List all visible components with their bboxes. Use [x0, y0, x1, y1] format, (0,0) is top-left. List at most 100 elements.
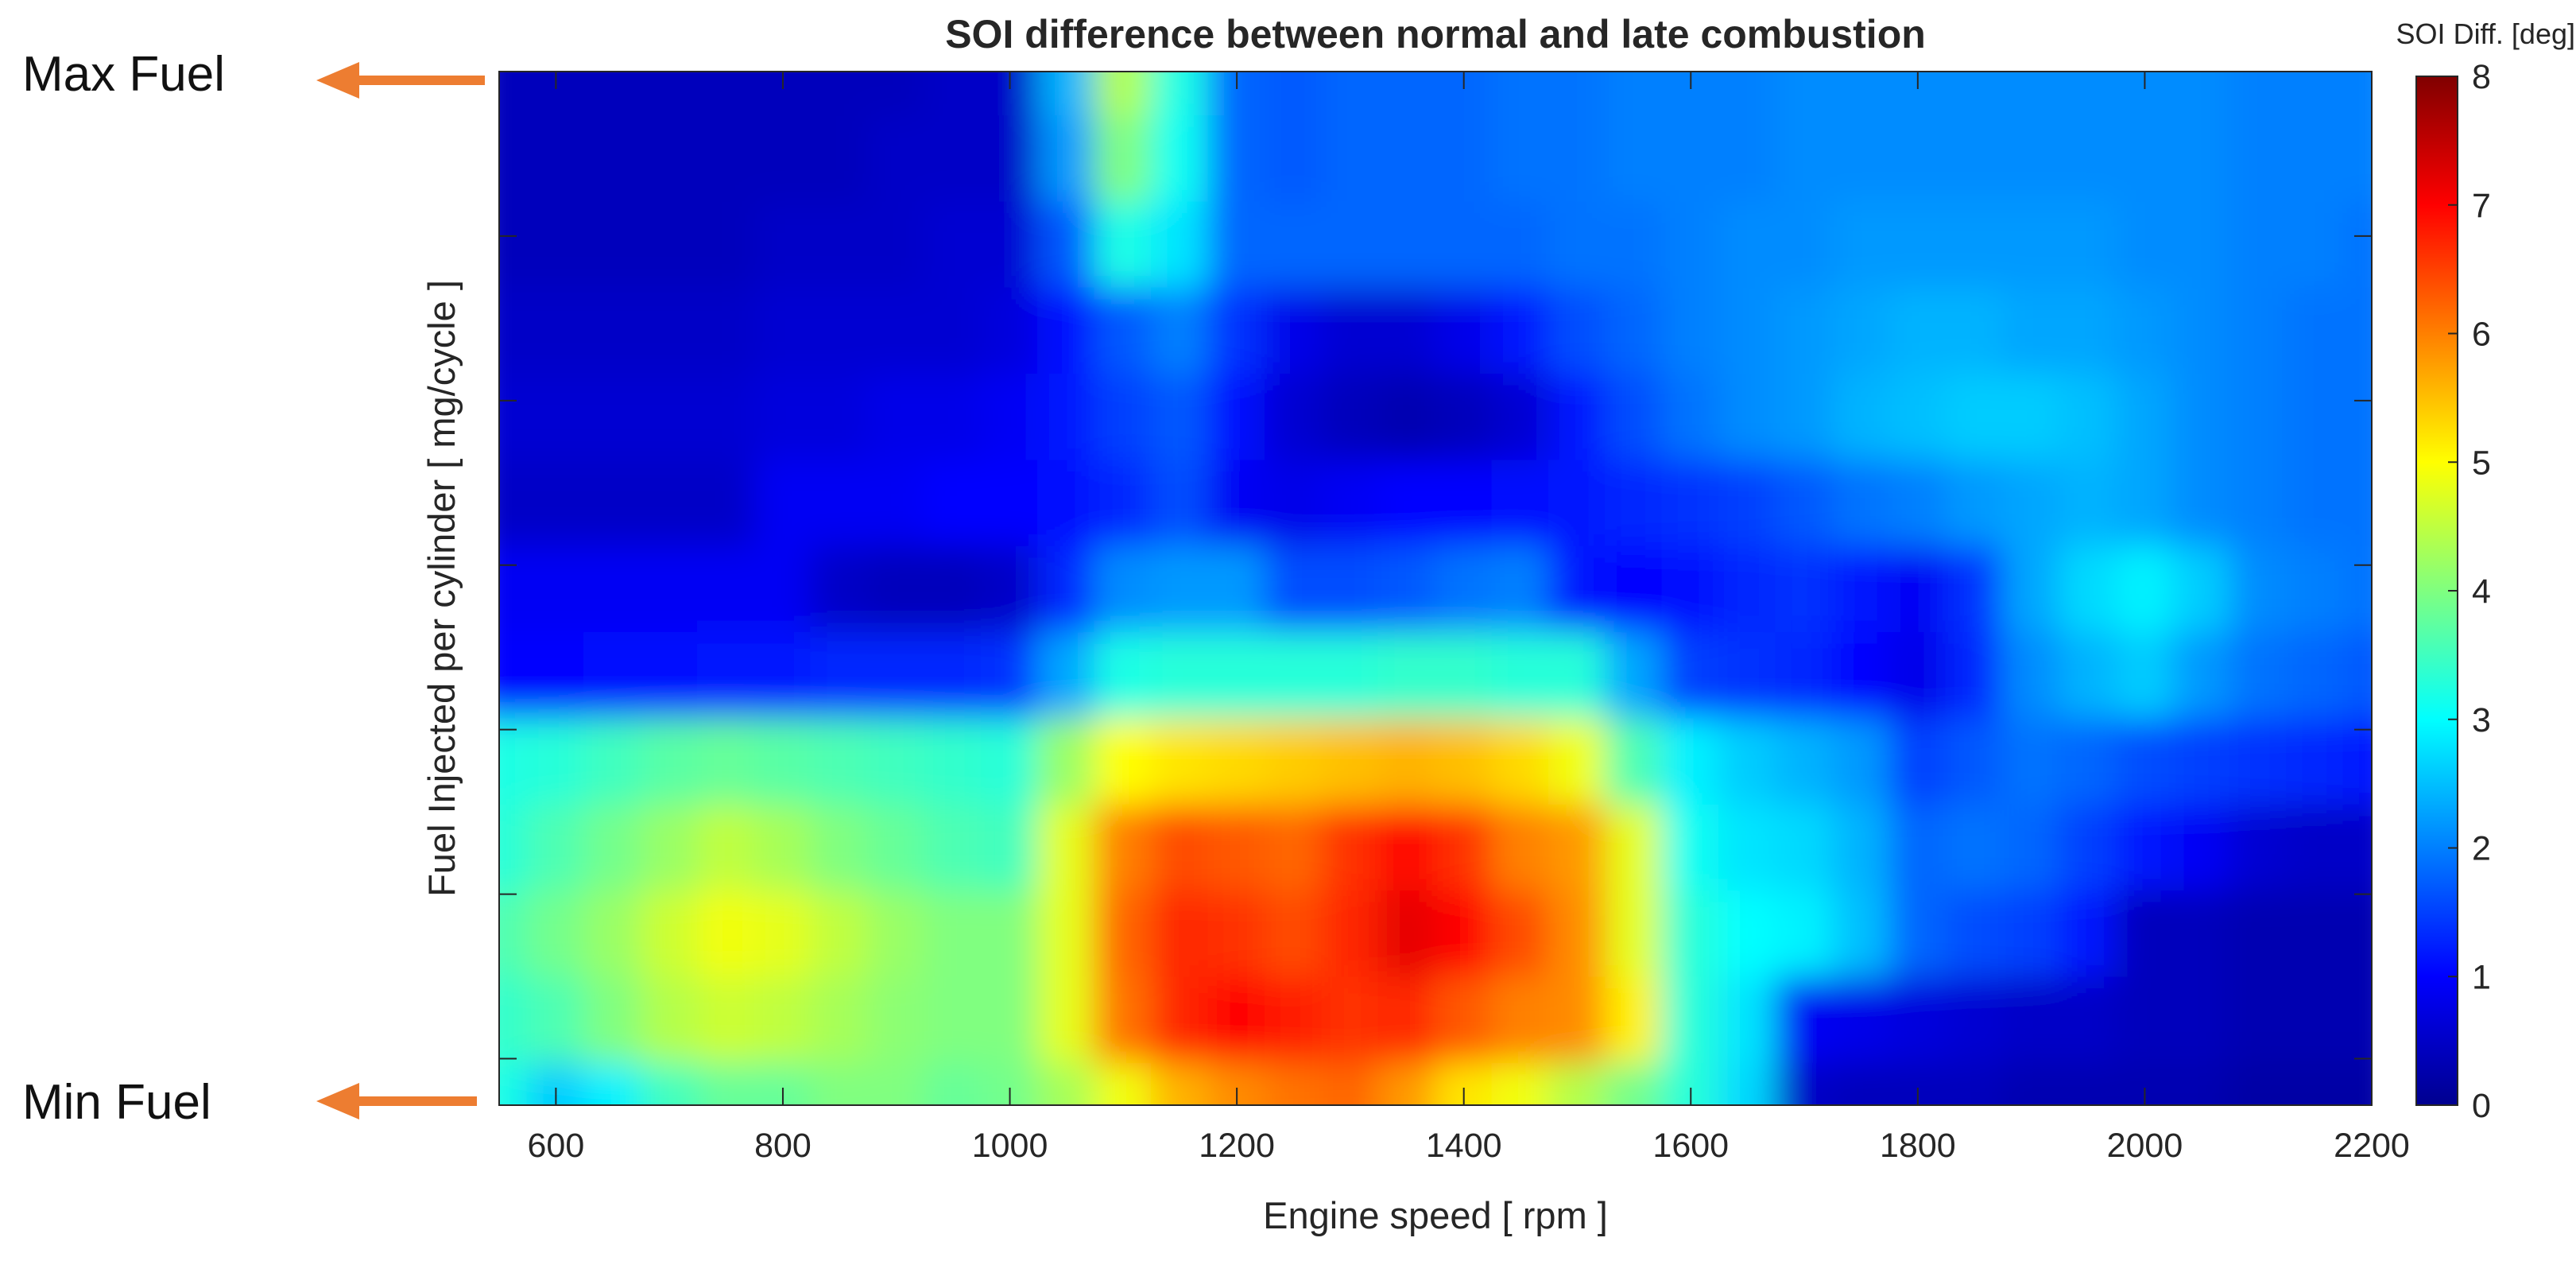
heatmap-cell: [924, 716, 982, 805]
heatmap-cell: [499, 200, 529, 288]
heatmap-cell: [1435, 114, 1493, 202]
heatmap-cell: [2342, 630, 2372, 719]
heatmap-cell: [1377, 285, 1436, 374]
heatmap-cell: [1888, 802, 1947, 891]
heatmap-cell: [583, 114, 642, 202]
heatmap-cell: [2059, 72, 2117, 116]
heatmap-cell: [1435, 889, 1493, 977]
heatmap-cell: [2229, 285, 2287, 374]
heatmap-cell: [1661, 716, 1720, 805]
heatmap-cell: [640, 114, 699, 202]
heatmap-cell: [1321, 285, 1380, 374]
heatmap-cell: [696, 1061, 756, 1105]
heatmap-cell: [499, 544, 529, 633]
heatmap-cell: [1094, 200, 1152, 288]
heatmap-cell: [1661, 889, 1720, 977]
heatmap-cell: [2059, 544, 2117, 633]
heatmap-cell: [1605, 372, 1664, 460]
heatmap-cell: [1945, 544, 2004, 633]
heatmap-cell: [583, 716, 642, 805]
heatmap-cell: [2001, 72, 2061, 116]
heatmap-cell: [2172, 630, 2231, 719]
heatmap-cell: [1775, 114, 1834, 202]
heatmap-cell: [1151, 458, 1210, 546]
heatmap-cell: [1094, 802, 1152, 891]
heatmap-cell: [696, 114, 756, 202]
x-tick-label: 1000: [972, 1127, 1048, 1165]
heatmap-cell: [2342, 372, 2372, 460]
heatmap-cell: [1605, 975, 1664, 1063]
x-axis-ticks: 600 800 1000 1200 1400 1600 1800 2000 2200: [528, 72, 2410, 1165]
heatmap-cell: [2285, 802, 2345, 891]
heatmap-cell: [2285, 372, 2345, 460]
heatmap-cell: [499, 458, 529, 546]
heatmap-cell: [1548, 802, 1607, 891]
heatmap-cell: [2285, 72, 2345, 116]
heatmap-cell: [2342, 975, 2372, 1063]
heatmap-cell: [696, 716, 756, 805]
heatmap-cell: [2285, 200, 2345, 288]
heatmap-cell: [1945, 114, 2004, 202]
heatmap-cell: [924, 889, 982, 977]
heatmap-cell: [1094, 544, 1152, 633]
heatmap-cell: [640, 200, 699, 288]
heatmap-cell: [753, 630, 812, 719]
heatmap-cell: [1264, 630, 1323, 719]
heatmap-cell: [1207, 975, 1266, 1063]
heatmap-cell: [1775, 1061, 1834, 1105]
heatmap-cell: [2001, 372, 2061, 460]
heatmap-cell: [696, 630, 756, 719]
heatmap-cell: [1718, 1061, 1777, 1105]
heatmap-cell: [526, 630, 586, 719]
x-tick-label: 600: [528, 1127, 585, 1165]
heatmap-cell: [1264, 716, 1323, 805]
heatmap-cell: [1151, 372, 1210, 460]
heatmap-cell: [1264, 975, 1323, 1063]
heatmap-cell: [1888, 372, 1947, 460]
heatmap-cell: [2229, 544, 2287, 633]
heatmap-cell: [1435, 630, 1493, 719]
heatmap-cell: [1435, 716, 1493, 805]
heatmap-cell: [1548, 1061, 1607, 1105]
heatmap-cell: [2342, 889, 2372, 977]
heatmap-cell: [1831, 975, 1891, 1063]
heatmap-cell: [1661, 285, 1720, 374]
heatmap-cell: [867, 1061, 926, 1105]
heatmap-cell: [2229, 372, 2287, 460]
heatmap-cell: [1151, 285, 1210, 374]
heatmap-cell: [1831, 372, 1891, 460]
heatmap-cell: [1264, 200, 1323, 288]
heatmap-cell: [1491, 200, 1550, 288]
heatmap-cell: [1377, 200, 1436, 288]
heatmap-cell: [2172, 200, 2231, 288]
heatmap-cell: [1491, 114, 1550, 202]
heatmap-cell: [640, 975, 699, 1063]
heatmap-cell: [1491, 72, 1550, 116]
heatmap-cell: [2172, 802, 2231, 891]
heatmap-cell: [1151, 200, 1210, 288]
heatmap-cell: [1207, 200, 1266, 288]
heatmap-cell: [1151, 544, 1210, 633]
heatmap-cell: [1888, 114, 1947, 202]
heatmap-cell: [980, 802, 1040, 891]
colorbar-tick-label: 7: [2472, 187, 2491, 225]
heatmap-cell: [1207, 458, 1266, 546]
heatmap-cell: [2115, 544, 2175, 633]
heatmap-cell: [696, 802, 756, 891]
y-axis-ticks: [499, 71, 2372, 1060]
min-fuel-label: Min Fuel: [22, 1075, 211, 1130]
colorbar-tick-label: 1: [2472, 958, 2491, 996]
heatmap-cell: [2342, 1061, 2372, 1105]
max-fuel-arrow: [316, 62, 485, 99]
heatmap-cell: [2285, 716, 2345, 805]
heatmap-cell: [1548, 72, 1607, 116]
heatmap-cell: [1264, 285, 1323, 374]
heatmap-cell: [1718, 114, 1777, 202]
heatmap-cell: [2172, 975, 2231, 1063]
chart-title: SOI difference between normal and late c…: [945, 12, 1926, 56]
heatmap-cell: [2285, 889, 2345, 977]
heatmap-cell: [2059, 716, 2117, 805]
heatmap-cell: [980, 544, 1040, 633]
heatmap-cell: [1548, 114, 1607, 202]
heatmap-cell: [2001, 458, 2061, 546]
